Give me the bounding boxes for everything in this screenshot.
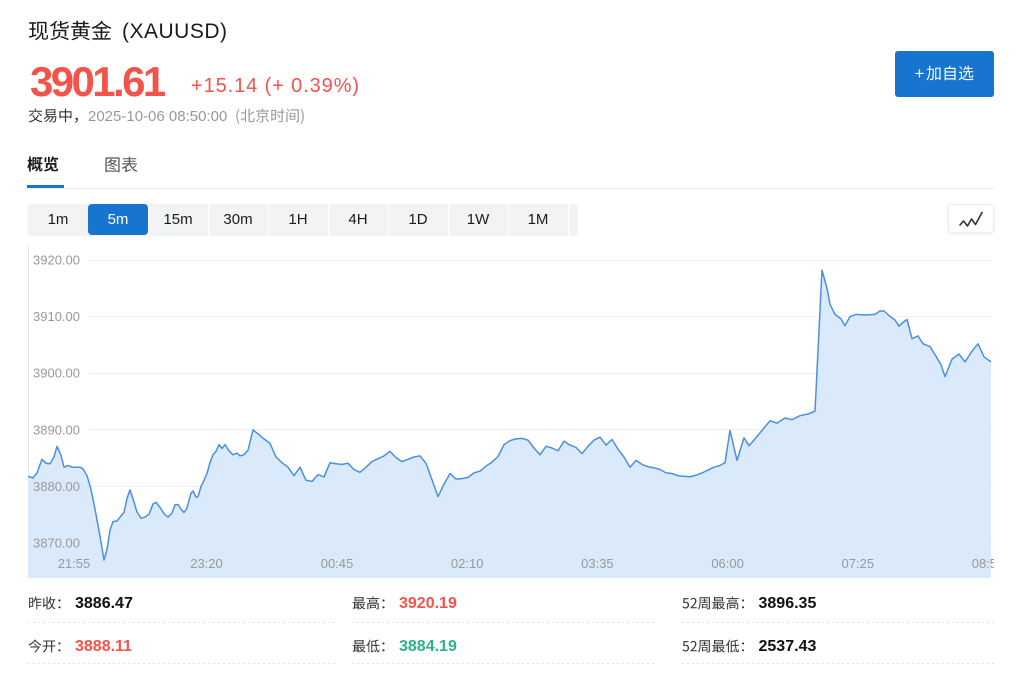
svg-text:3870.00: 3870.00 bbox=[33, 536, 80, 551]
svg-text:3890.00: 3890.00 bbox=[33, 422, 80, 437]
svg-text:02:10: 02:10 bbox=[451, 556, 484, 571]
svg-text:00:45: 00:45 bbox=[321, 556, 354, 571]
svg-text:08:50: 08:50 bbox=[972, 556, 994, 571]
svg-text:07:25: 07:25 bbox=[842, 556, 875, 571]
svg-text:3910.00: 3910.00 bbox=[33, 309, 80, 324]
svg-text:21:55: 21:55 bbox=[58, 556, 91, 571]
svg-text:06:00: 06:00 bbox=[711, 556, 744, 571]
svg-text:3920.00: 3920.00 bbox=[33, 253, 80, 268]
svg-text:3880.00: 3880.00 bbox=[33, 479, 80, 494]
svg-text:23:20: 23:20 bbox=[190, 556, 223, 571]
svg-text:3900.00: 3900.00 bbox=[33, 366, 80, 381]
svg-text:03:35: 03:35 bbox=[581, 556, 614, 571]
